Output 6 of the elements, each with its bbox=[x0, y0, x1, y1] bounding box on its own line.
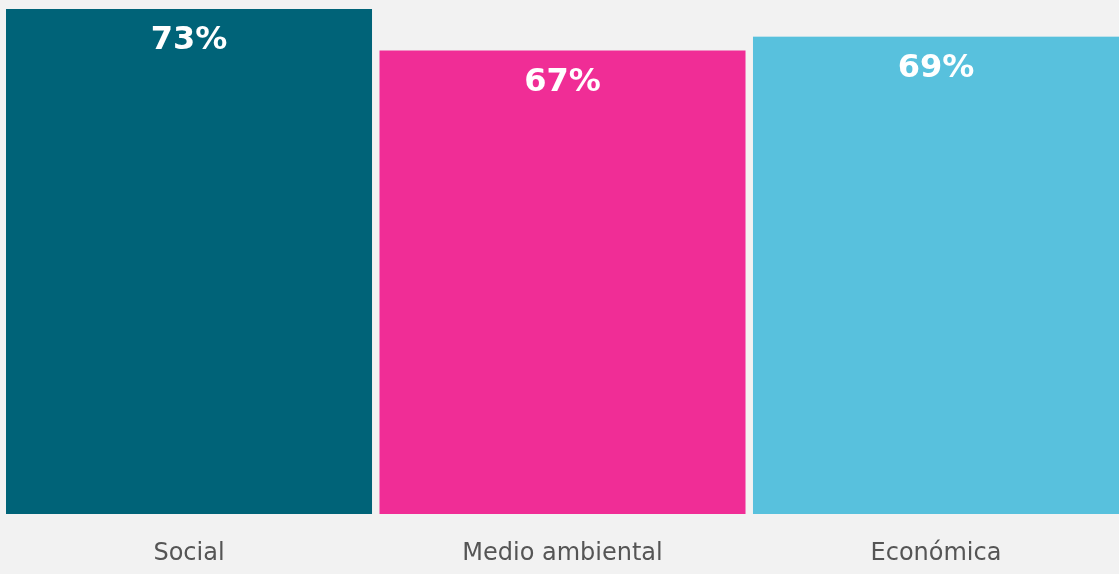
x-tick-label: Medio ambiental bbox=[462, 538, 663, 566]
data-label: 67% bbox=[524, 60, 601, 99]
data-label: 69% bbox=[897, 46, 975, 85]
data-label: 73% bbox=[150, 19, 228, 57]
x-tick-label: Económica bbox=[870, 538, 1002, 566]
x-tick-label: Social bbox=[153, 538, 225, 566]
